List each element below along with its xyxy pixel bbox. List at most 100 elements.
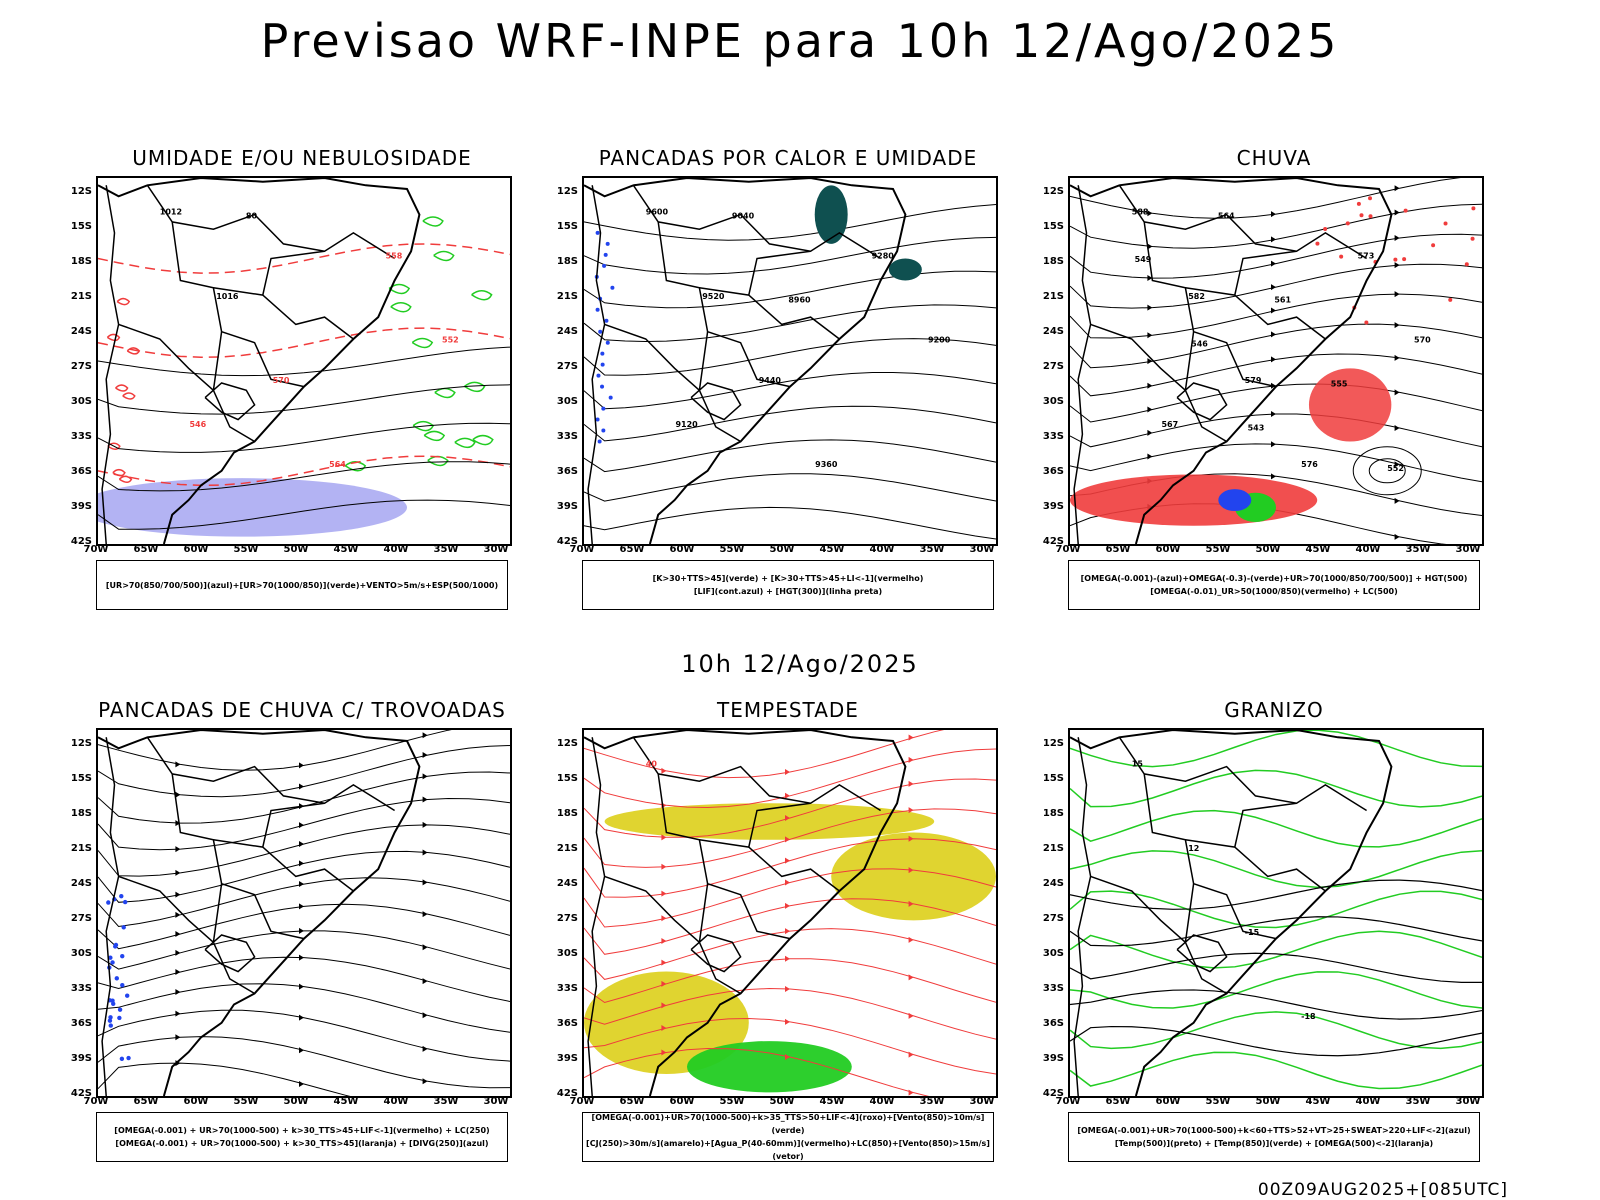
lon-label: 45W [814, 544, 850, 555]
lon-label: 65W [128, 1096, 164, 1107]
lat-label: 27S [1040, 913, 1064, 924]
lat-label: 39S [68, 1053, 92, 1064]
lat-label: 27S [1040, 361, 1064, 372]
streamline [584, 929, 996, 980]
lon-label: 35W [428, 1096, 464, 1107]
contour-label: 555 [1331, 380, 1348, 389]
lon-label: 45W [1300, 544, 1336, 555]
lon-label: 35W [428, 544, 464, 555]
legend-line: [OMEGA(-0.01)_UR>50(1000/850)(vermelho) … [1069, 585, 1479, 598]
map-panel: 15 12 -15 -18 [1068, 728, 1484, 1098]
map-canvas [98, 730, 510, 1096]
contour-label: 582 [1188, 292, 1205, 301]
contour-label: -15 [1245, 928, 1260, 937]
lon-label: 30W [478, 1096, 514, 1107]
streamline [584, 749, 996, 808]
lon-label: 35W [914, 1096, 950, 1107]
streamline [584, 237, 996, 274]
lat-label: 24S [554, 878, 578, 889]
lon-label: 65W [128, 544, 164, 555]
panel-title: PANCADAS DE CHUVA C/ TROVOADAS [96, 698, 508, 722]
lat-label: 18S [68, 256, 92, 267]
footer-timestamp: 00Z09AUG2025+[085UTC] [1258, 1180, 1508, 1200]
map-canvas: 1012101657056455855254680 [98, 178, 510, 544]
lat-label: 15S [68, 773, 92, 784]
streamline [98, 1063, 510, 1096]
contour-label: 579 [1245, 376, 1262, 385]
contour-label: 564 [329, 460, 346, 469]
lat-label: 18S [1040, 256, 1064, 267]
lat-label: 12S [68, 186, 92, 197]
lon-label: 55W [714, 544, 750, 555]
contour-label: 9520 [702, 292, 725, 301]
legend-line: [LIF](cont.azul) + [HGT(300)](linha pret… [583, 585, 993, 598]
lat-label: 39S [554, 501, 578, 512]
contour-label: 8960 [788, 295, 811, 304]
lat-label: 21S [554, 843, 578, 854]
lat-label: 39S [68, 501, 92, 512]
lat-label: 12S [554, 186, 578, 197]
lat-label: 33S [1040, 983, 1064, 994]
lat-label: 24S [68, 878, 92, 889]
contour-label: 570 [273, 376, 290, 385]
legend-line: [OMEGA(-0.001)+UR>70(1000-500)+k<60+TTS>… [1069, 1124, 1479, 1137]
legend-box: [OMEGA(-0.001)+UR>70(1000-500)+k<60+TTS>… [1068, 1112, 1480, 1162]
lat-label: 27S [68, 913, 92, 924]
map-panel: 1012 1016 570 564 558 552 546 80 [96, 176, 512, 546]
lat-label: 24S [68, 326, 92, 337]
map-panel [96, 728, 512, 1098]
streamline [98, 1037, 510, 1088]
lat-label: 30S [1040, 396, 1064, 407]
contour-label: 567 [1161, 420, 1178, 429]
map-panel: 40 [582, 728, 998, 1098]
lon-label: 50W [764, 1096, 800, 1107]
lat-label: 24S [1040, 878, 1064, 889]
lon-label: 70W [1050, 1096, 1086, 1107]
streamline [584, 406, 996, 441]
contour-label: 9120 [675, 420, 698, 429]
lon-label: 70W [1050, 544, 1086, 555]
contour-label: 552 [442, 336, 459, 345]
streamline [98, 1010, 510, 1061]
lat-label: 15S [554, 221, 578, 232]
lat-label: 27S [554, 913, 578, 924]
lon-label: 45W [814, 1096, 850, 1107]
lat-label: 18S [68, 808, 92, 819]
lon-label: 55W [228, 544, 264, 555]
legend-line: [OMEGA(-0.001)+UR>70(1000-500)+k>35_TTS>… [583, 1111, 993, 1137]
lon-label: 30W [964, 544, 1000, 555]
contour-label: 9360 [815, 460, 838, 469]
lat-label: 15S [1040, 221, 1064, 232]
lat-label: 36S [1040, 466, 1064, 477]
contour-label: 15 [1132, 760, 1144, 769]
lat-label: 39S [554, 1053, 578, 1064]
contour-label: 12 [1188, 844, 1199, 853]
map-panel: 9600 9520 9440 9360 9280 9200 9120 9040 8960 [582, 176, 998, 546]
lat-label: 33S [68, 983, 92, 994]
contour-label: 40 [646, 760, 658, 769]
lat-label: 18S [554, 256, 578, 267]
lon-label: 35W [914, 544, 950, 555]
legend-box: [OMEGA(-0.001)-(azul)+OMEGA(-0.3)-(verde… [1068, 560, 1480, 610]
subtitle: 10h 12/Ago/2025 [0, 650, 1600, 678]
lon-label: 55W [1200, 544, 1236, 555]
lat-label: 36S [554, 466, 578, 477]
streamline [1070, 234, 1482, 278]
lat-label: 36S [68, 1018, 92, 1029]
streamline [1070, 414, 1482, 447]
streamline [98, 423, 510, 452]
legend-line: [OMEGA(-0.001)-(azul)+OMEGA(-0.3)-(verde… [1069, 572, 1479, 585]
contour-label: 558 [386, 252, 403, 261]
lat-label: 21S [554, 291, 578, 302]
lat-label: 36S [1040, 1018, 1064, 1029]
lon-label: 50W [278, 1096, 314, 1107]
legend-line: [CJ(250)>30m/s](amarelo)+[Agua_P(40-60mm… [583, 1137, 993, 1163]
contour-label: 561 [1274, 295, 1291, 304]
lon-label: 40W [378, 544, 414, 555]
lon-label: 65W [614, 1096, 650, 1107]
lat-label: 18S [554, 808, 578, 819]
lon-label: 60W [178, 544, 214, 555]
contour-label: 80 [246, 211, 258, 220]
lon-label: 70W [78, 544, 114, 555]
panel-title: UMIDADE E/OU NEBULOSIDADE [96, 146, 508, 170]
